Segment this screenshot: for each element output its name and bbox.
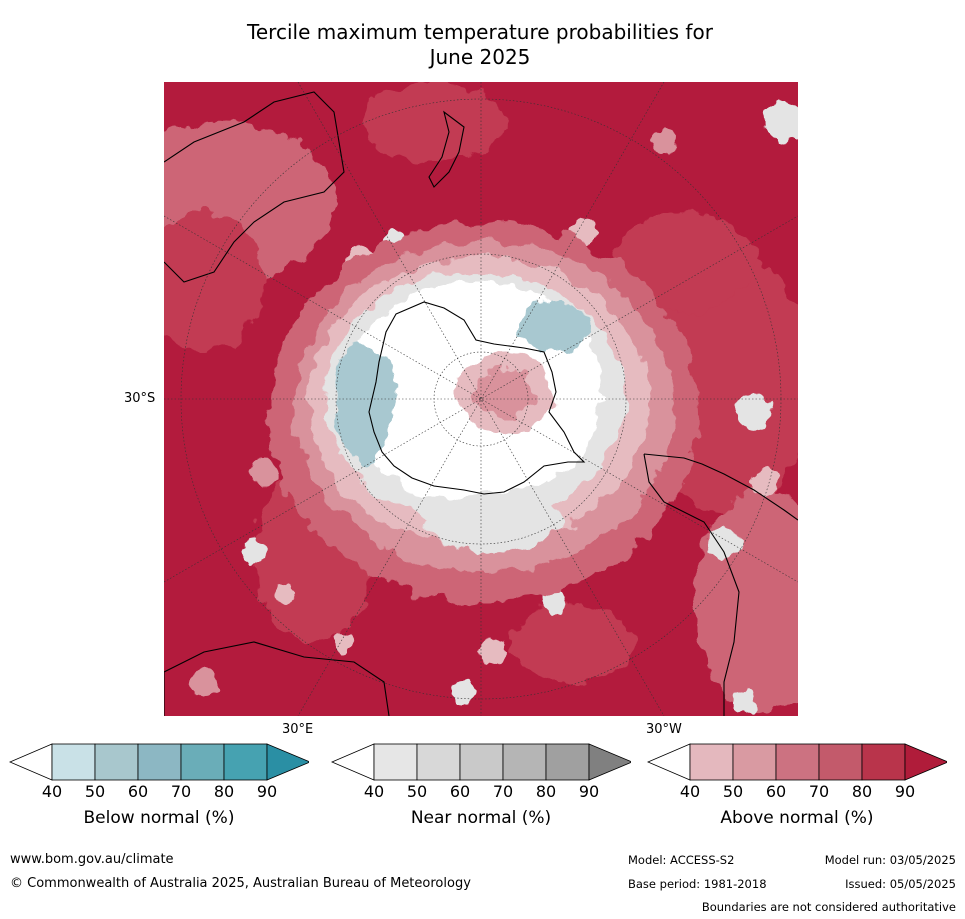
antarctica-coast bbox=[368, 301, 586, 495]
colorbar-above-normal: 40 50 60 70 80 90 Above normal (%) bbox=[647, 742, 947, 837]
footer-copyright: © Commonwealth of Australia 2025, Austra… bbox=[10, 876, 471, 891]
map-svg bbox=[164, 82, 798, 716]
colorbar-swatch bbox=[223, 743, 268, 781]
colorbar-above-ticks: 40 50 60 70 80 90 bbox=[647, 782, 947, 802]
colorbar-swatch bbox=[94, 743, 139, 781]
colorbar-below-label: Below normal (%) bbox=[83, 808, 235, 828]
colorbar-swatch bbox=[775, 743, 820, 781]
colorbar-tick-label: 60 bbox=[765, 782, 787, 801]
colorbar-above-svg bbox=[647, 743, 947, 781]
colorbar-tick-label: 40 bbox=[363, 782, 385, 801]
colorbar-near-label: Near normal (%) bbox=[410, 808, 552, 828]
colorbar-swatch bbox=[416, 743, 461, 781]
footer-model: Model: ACCESS-S2 bbox=[628, 853, 735, 867]
colorbar-tick-label: 80 bbox=[535, 782, 557, 801]
new-zealand-coast bbox=[428, 110, 465, 188]
colorbar-swatch bbox=[732, 743, 777, 781]
colorbar-swatch bbox=[689, 743, 734, 781]
colorbar-tick-label: 70 bbox=[808, 782, 830, 801]
footer-url[interactable]: www.bom.gov.au/climate bbox=[10, 852, 174, 867]
colorbar-min-arrow bbox=[331, 743, 375, 781]
footer-model-run: Model run: 03/05/2025 bbox=[824, 853, 956, 867]
lon-label-30w: 30°W bbox=[646, 722, 682, 737]
australia-coast bbox=[164, 91, 345, 283]
colorbar-tick-label: 80 bbox=[851, 782, 873, 801]
colorbar-swatch bbox=[861, 743, 906, 781]
colorbar-tick-label: 50 bbox=[722, 782, 744, 801]
colorbar-tick-label: 40 bbox=[679, 782, 701, 801]
africa-coast bbox=[164, 641, 390, 716]
map-title: Tercile maximum temperature probabilitie… bbox=[160, 20, 800, 70]
title-line-1: Tercile maximum temperature probabilitie… bbox=[247, 20, 713, 44]
colorbar-swatch bbox=[373, 743, 418, 781]
colorbar-max-arrow bbox=[588, 743, 631, 781]
colorbar-below-svg bbox=[9, 743, 309, 781]
polar-anomaly-field bbox=[269, 222, 699, 602]
colorbar-tick-label: 90 bbox=[894, 782, 916, 801]
colorbar-tick-label: 60 bbox=[127, 782, 149, 801]
colorbar-min-arrow bbox=[9, 743, 53, 781]
title-line-2: June 2025 bbox=[429, 45, 531, 69]
colorbar-above-label: Above normal (%) bbox=[720, 808, 874, 828]
colorbar-swatch bbox=[137, 743, 182, 781]
colorbar-swatch bbox=[545, 743, 590, 781]
colorbar-tick-label: 70 bbox=[492, 782, 514, 801]
colorbar-min-arrow bbox=[647, 743, 691, 781]
graticule bbox=[164, 82, 798, 716]
coastlines bbox=[164, 91, 798, 716]
footer-disclaimer: Boundaries are not considered authoritat… bbox=[701, 900, 956, 914]
colorbar-tick-label: 70 bbox=[170, 782, 192, 801]
colorbar-near-svg bbox=[331, 743, 631, 781]
colorbar-tick-label: 60 bbox=[449, 782, 471, 801]
colorbar-tick-label: 90 bbox=[256, 782, 278, 801]
colorbar-near-normal: 40 50 60 70 80 90 Near normal (%) bbox=[331, 742, 631, 837]
colorbar-below-normal: 40 50 60 70 80 90 Below normal (%) bbox=[9, 742, 309, 837]
footer-base-period: Base period: 1981-2018 bbox=[628, 877, 767, 891]
colorbar-swatch bbox=[180, 743, 225, 781]
colorbar-swatch bbox=[502, 743, 547, 781]
colorbar-max-arrow bbox=[266, 743, 309, 781]
footer-issued: Issued: 05/05/2025 bbox=[845, 877, 956, 891]
south-america-coast bbox=[643, 453, 798, 716]
colorbar-near-ticks: 40 50 60 70 80 90 bbox=[331, 782, 631, 802]
colorbar-swatch bbox=[818, 743, 863, 781]
lat-label-30s: 30°S bbox=[124, 391, 156, 406]
colorbar-tick-label: 50 bbox=[84, 782, 106, 801]
colorbar-tick-label: 90 bbox=[578, 782, 600, 801]
probability-map bbox=[164, 82, 798, 716]
lon-label-30e: 30°E bbox=[282, 722, 314, 737]
colorbar-tick-label: 40 bbox=[41, 782, 63, 801]
colorbar-tick-label: 50 bbox=[406, 782, 428, 801]
colorbar-max-arrow bbox=[904, 743, 947, 781]
colorbar-swatch bbox=[51, 743, 96, 781]
colorbar-below-ticks: 40 50 60 70 80 90 bbox=[9, 782, 309, 802]
colorbar-tick-label: 80 bbox=[213, 782, 235, 801]
colorbar-swatch bbox=[459, 743, 504, 781]
